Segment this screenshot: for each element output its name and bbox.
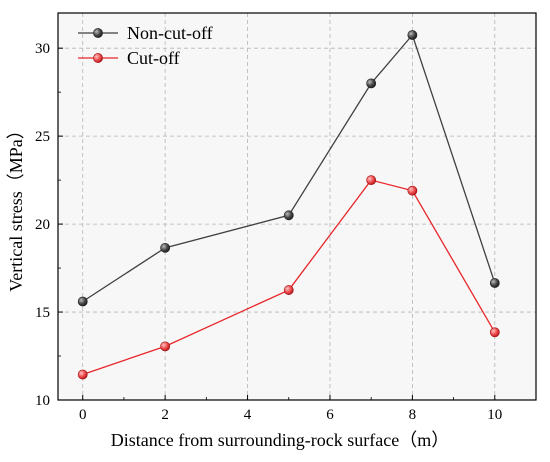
- x-tick-label: 6: [326, 407, 334, 423]
- x-tick-label: 0: [79, 407, 87, 423]
- data-point-non-cut-off: [407, 30, 418, 40]
- series-line-cut-off: [82, 179, 496, 376]
- y-tick-label: 10: [35, 393, 50, 409]
- data-point-non-cut-off: [77, 296, 88, 307]
- data-point-non-cut-off: [283, 210, 294, 221]
- y-tick-label: 25: [35, 129, 50, 145]
- plot-frame: [57, 12, 537, 401]
- y-tick-label: 20: [35, 217, 50, 233]
- grid-lines: [58, 13, 536, 400]
- legend-marker-non-cut-off: [93, 28, 103, 38]
- data-point-non-cut-off: [489, 278, 500, 288]
- series-layer: [77, 30, 500, 380]
- legend-marker-cut-off: [93, 53, 103, 63]
- data-point-non-cut-off: [366, 78, 377, 89]
- x-tick-label: 2: [161, 407, 169, 423]
- data-point-cut-off: [489, 327, 500, 338]
- data-point-cut-off: [407, 185, 418, 196]
- x-axis-title: Distance from surrounding-rock surface（m…: [111, 430, 449, 450]
- legend: Non-cut-off Cut-off: [78, 23, 213, 68]
- series-line-non-cut-off: [82, 33, 496, 303]
- y-tick-label: 30: [35, 41, 50, 57]
- legend-label-non-cut-off: Non-cut-off: [127, 23, 213, 43]
- y-axis-title: Vertical stress（MPa）: [6, 121, 26, 291]
- data-point-cut-off: [160, 341, 171, 352]
- data-point-cut-off: [77, 369, 88, 380]
- data-point-cut-off: [283, 285, 294, 295]
- legend-label-cut-off: Cut-off: [127, 48, 180, 68]
- plot-background: [58, 13, 536, 400]
- x-tick-label: 4: [244, 407, 252, 423]
- data-point-cut-off: [366, 175, 377, 186]
- x-tick-label: 8: [409, 407, 417, 423]
- y-tick-label: 15: [35, 305, 50, 321]
- data-point-non-cut-off: [160, 242, 171, 253]
- x-tick-label: 10: [487, 407, 502, 423]
- axes: 0 2 4 6 8 10 10 15 20 25 30: [35, 41, 502, 423]
